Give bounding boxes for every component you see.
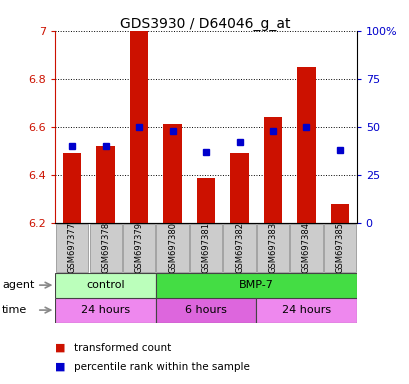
Bar — [297, 67, 315, 223]
Bar — [163, 124, 181, 223]
Bar — [330, 204, 348, 223]
Text: control: control — [86, 280, 125, 290]
Text: agent: agent — [2, 280, 34, 290]
Bar — [256, 298, 356, 323]
Text: 6 hours: 6 hours — [184, 305, 227, 315]
Bar — [123, 224, 155, 271]
Bar — [55, 298, 155, 323]
Bar — [189, 224, 222, 271]
Text: ■: ■ — [55, 362, 66, 372]
Text: GSM697377: GSM697377 — [67, 222, 76, 273]
Bar — [196, 178, 215, 223]
Text: time: time — [2, 305, 27, 315]
Text: GSM697380: GSM697380 — [168, 222, 177, 273]
Bar — [223, 224, 255, 271]
Bar — [290, 224, 322, 271]
Text: GSM697379: GSM697379 — [134, 222, 143, 273]
Text: GSM697385: GSM697385 — [335, 222, 344, 273]
Text: BMP-7: BMP-7 — [238, 280, 273, 290]
Text: GSM697383: GSM697383 — [268, 222, 277, 273]
Bar — [256, 224, 288, 271]
Text: 24 hours: 24 hours — [281, 305, 330, 315]
Bar — [155, 298, 256, 323]
Text: 24 hours: 24 hours — [81, 305, 130, 315]
Bar — [63, 153, 81, 223]
Bar — [130, 31, 148, 223]
Text: GSM697378: GSM697378 — [101, 222, 110, 273]
Bar — [263, 117, 281, 223]
Text: ■: ■ — [55, 343, 66, 353]
Bar — [89, 224, 121, 271]
Bar — [156, 224, 188, 271]
Bar — [56, 224, 88, 271]
Bar — [323, 224, 355, 271]
Text: GSM697384: GSM697384 — [301, 222, 310, 273]
Bar — [230, 153, 248, 223]
Bar — [96, 146, 115, 223]
Text: transformed count: transformed count — [74, 343, 171, 353]
Bar — [155, 273, 356, 298]
Text: percentile rank within the sample: percentile rank within the sample — [74, 362, 249, 372]
Text: GSM697381: GSM697381 — [201, 222, 210, 273]
Bar — [55, 273, 155, 298]
Text: GSM697382: GSM697382 — [234, 222, 243, 273]
Text: GDS3930 / D64046_g_at: GDS3930 / D64046_g_at — [119, 17, 290, 31]
